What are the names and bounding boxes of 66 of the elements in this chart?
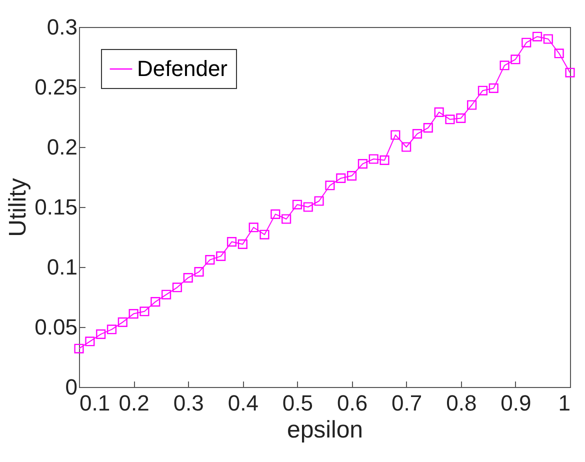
legend-label: Defender [137,56,228,81]
point [248,222,258,232]
x-tick-label: 0.5 [282,390,314,416]
point [172,282,182,292]
point [325,180,335,190]
point [216,251,226,261]
point [106,324,117,334]
point [380,155,390,165]
point [183,273,193,283]
x-tick-label: 0.3 [173,390,204,416]
y-tick-label: 0.3 [46,14,78,40]
y-tick-label: 0 [65,374,78,400]
point [434,107,444,117]
point [532,32,542,42]
point [226,237,237,247]
point [543,34,553,44]
point [423,123,433,133]
point [478,86,488,96]
point [162,290,172,300]
x-tick-label: 0.4 [228,390,258,416]
point [500,60,510,70]
x-axis-title: epsilon [286,416,364,444]
point [467,100,477,110]
point [205,255,215,265]
y-tick-label: 0.1 [46,254,78,280]
point [346,171,357,181]
point [445,114,455,124]
point [96,329,106,339]
y-tick-label: 0.2 [46,134,78,160]
point [128,309,138,319]
x-tick-label: 0.6 [336,390,368,416]
x-tick-label: 0.8 [446,390,477,416]
point [74,344,84,354]
x-tick-label: 0.1 [80,390,110,416]
point [194,267,204,277]
point [336,173,346,183]
x-tick-label: 0.9 [500,390,532,416]
point [368,154,378,164]
point [402,142,412,152]
y-axis-title: Utility [4,178,32,237]
point [510,54,520,64]
x-tick-label: 1 [558,390,570,416]
point [358,159,368,169]
point [456,113,466,123]
point [270,209,280,219]
y-tick-label: 0.25 [34,74,78,100]
point [412,129,422,139]
x-tick-label: 0.7 [392,390,422,416]
point [314,196,324,206]
y-tick-label: 0.05 [34,314,78,340]
point [292,200,302,210]
x-tick-label: 0.2 [118,390,150,416]
point [282,214,292,224]
point [554,48,564,58]
point [522,38,532,48]
point [85,336,95,346]
point [390,130,400,140]
point [488,83,498,93]
point [260,230,270,240]
point [238,239,248,249]
point [565,68,575,78]
y-tick-label: 0.15 [34,194,78,220]
point [140,306,150,316]
point [118,317,128,327]
point [150,297,160,307]
point [303,202,313,212]
